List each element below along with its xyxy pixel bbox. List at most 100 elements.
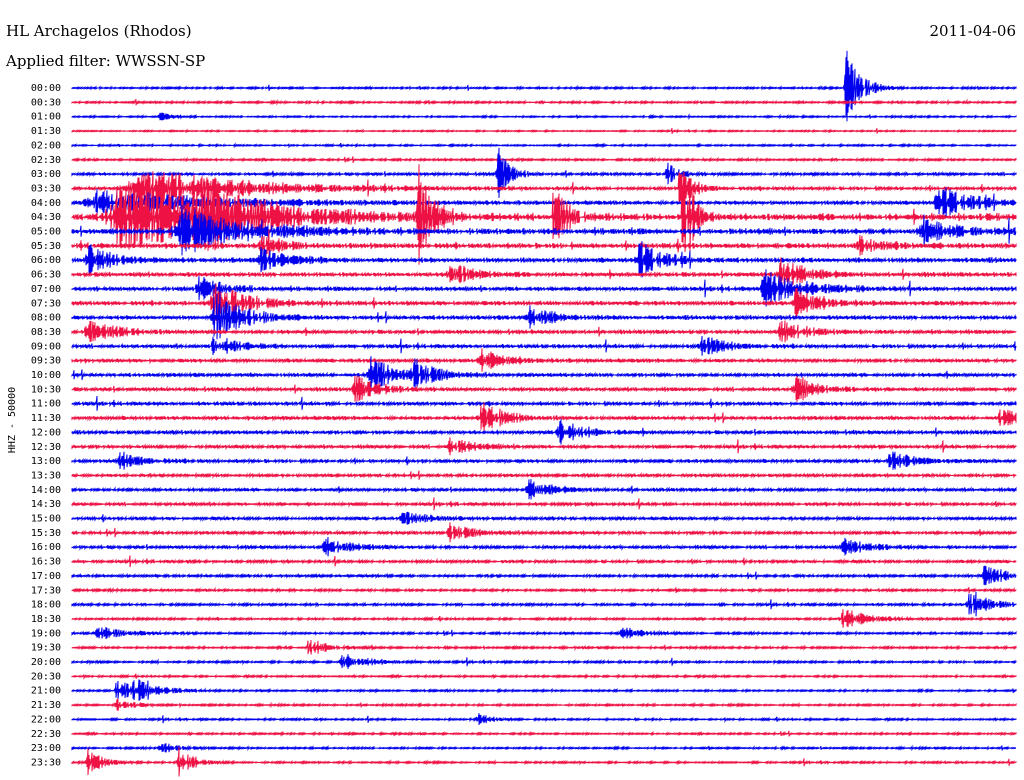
trace-row — [71, 229, 1017, 261]
trace-row — [71, 743, 1017, 753]
time-tick-label: 20:30 — [31, 671, 61, 682]
time-tick-label: 19:30 — [31, 643, 61, 654]
trace-row — [71, 654, 1017, 669]
trace-row — [71, 555, 1017, 568]
trace-row — [71, 375, 1017, 402]
time-tick-label: 15:30 — [31, 528, 61, 539]
time-tick-label: 23:00 — [31, 743, 61, 754]
station-title: HL Archagelos (Rhodos) — [6, 22, 192, 40]
trace-row — [71, 522, 1017, 543]
time-tick-label: 23:30 — [31, 757, 61, 768]
time-tick-label: 14:30 — [31, 499, 61, 510]
trace-row — [71, 639, 1017, 655]
trace-row — [71, 470, 1017, 480]
time-tick-label: 03:30 — [31, 183, 61, 194]
time-tick-labels: 00:00 00:30 01:00 01:30 02:00 02:30 03:00 03:30… — [31, 83, 61, 768]
time-tick-label: 10:30 — [31, 384, 61, 395]
time-tick-label: 08:30 — [31, 327, 61, 338]
time-tick-label: 13:00 — [31, 456, 61, 467]
time-tick-label: 21:30 — [31, 700, 61, 711]
time-tick-label: 01:30 — [31, 126, 61, 137]
trace-row — [71, 112, 1017, 121]
time-tick-label: 02:30 — [31, 155, 61, 166]
time-tick-label: 07:30 — [31, 298, 61, 309]
trace-row — [71, 401, 1017, 433]
trace-row — [71, 241, 1017, 278]
time-tick-label: 06:00 — [31, 255, 61, 266]
time-tick-label: 07:00 — [31, 284, 61, 295]
trace-row — [71, 293, 1017, 340]
trace-row — [71, 698, 1017, 711]
trace-row — [71, 437, 1017, 456]
trace-row — [71, 335, 1017, 356]
trace-row — [71, 320, 1017, 343]
time-tick-label: 04:00 — [31, 198, 61, 209]
trace-row — [71, 591, 1017, 617]
time-tick-label: 10:00 — [31, 370, 61, 381]
time-tick-label: 12:00 — [31, 427, 61, 438]
trace-row — [71, 50, 1017, 122]
trace-row — [71, 511, 1017, 525]
filter-label: Applied filter: WWSSN-SP — [5, 52, 205, 70]
time-tick-label: 11:00 — [31, 399, 61, 410]
trace-row — [71, 142, 1017, 149]
trace-row — [71, 626, 1017, 640]
time-tick-label: 21:00 — [31, 686, 61, 697]
trace-row — [71, 497, 1017, 511]
time-tick-label: 09:30 — [31, 356, 61, 367]
trace-row — [71, 730, 1017, 737]
time-tick-label: 18:30 — [31, 614, 61, 625]
trace-row — [71, 204, 1017, 256]
time-tick-label: 18:00 — [31, 600, 61, 611]
time-tick-label: 05:00 — [31, 227, 61, 238]
trace-group — [71, 50, 1017, 777]
time-tick-label: 15:00 — [31, 514, 61, 525]
trace-row — [71, 257, 1017, 291]
trace-row — [71, 673, 1017, 681]
trace-row — [71, 609, 1017, 628]
time-tick-label: 16:00 — [31, 542, 61, 553]
trace-row — [71, 395, 1017, 411]
time-tick-label: 02:00 — [31, 140, 61, 151]
time-tick-label: 13:30 — [31, 470, 61, 481]
time-tick-label: 08:00 — [31, 313, 61, 324]
time-tick-label: 05:30 — [31, 241, 61, 252]
time-tick-label: 14:00 — [31, 485, 61, 496]
trace-row — [71, 746, 1017, 777]
time-tick-label: 09:00 — [31, 341, 61, 352]
time-tick-label: 04:30 — [31, 212, 61, 223]
time-tick-label: 16:30 — [31, 557, 61, 568]
trace-row — [71, 156, 1017, 163]
trace-row — [71, 586, 1017, 594]
time-tick-label: 00:30 — [31, 97, 61, 108]
trace-row — [71, 451, 1017, 470]
trace-row — [71, 147, 1017, 198]
time-tick-label: 00:00 — [31, 83, 61, 94]
trace-row — [71, 171, 1017, 204]
time-tick-label: 17:00 — [31, 571, 61, 582]
time-tick-label: 11:30 — [31, 413, 61, 424]
channel-label: HHZ - 50000 — [7, 387, 18, 453]
time-tick-label: 01:00 — [31, 112, 61, 123]
time-tick-label: 03:00 — [31, 169, 61, 180]
trace-row — [71, 536, 1017, 557]
time-tick-label: 20:00 — [31, 657, 61, 668]
trace-row — [71, 356, 1017, 393]
time-tick-label: 12:30 — [31, 442, 61, 453]
time-tick-label: 22:00 — [31, 714, 61, 725]
time-tick-label: 06:30 — [31, 270, 61, 281]
trace-row — [71, 348, 1017, 372]
time-tick-label: 17:30 — [31, 585, 61, 596]
trace-row — [71, 127, 1017, 134]
trace-row — [71, 98, 1017, 106]
trace-row — [71, 269, 1017, 307]
time-tick-label: 19:00 — [31, 628, 61, 639]
trace-row — [71, 418, 1017, 445]
date-label: 2011-04-06 — [930, 22, 1016, 40]
time-tick-label: 22:30 — [31, 729, 61, 740]
trace-row — [71, 679, 1017, 701]
trace-row — [71, 565, 1017, 586]
trace-row — [71, 479, 1017, 500]
trace-row — [71, 713, 1017, 726]
